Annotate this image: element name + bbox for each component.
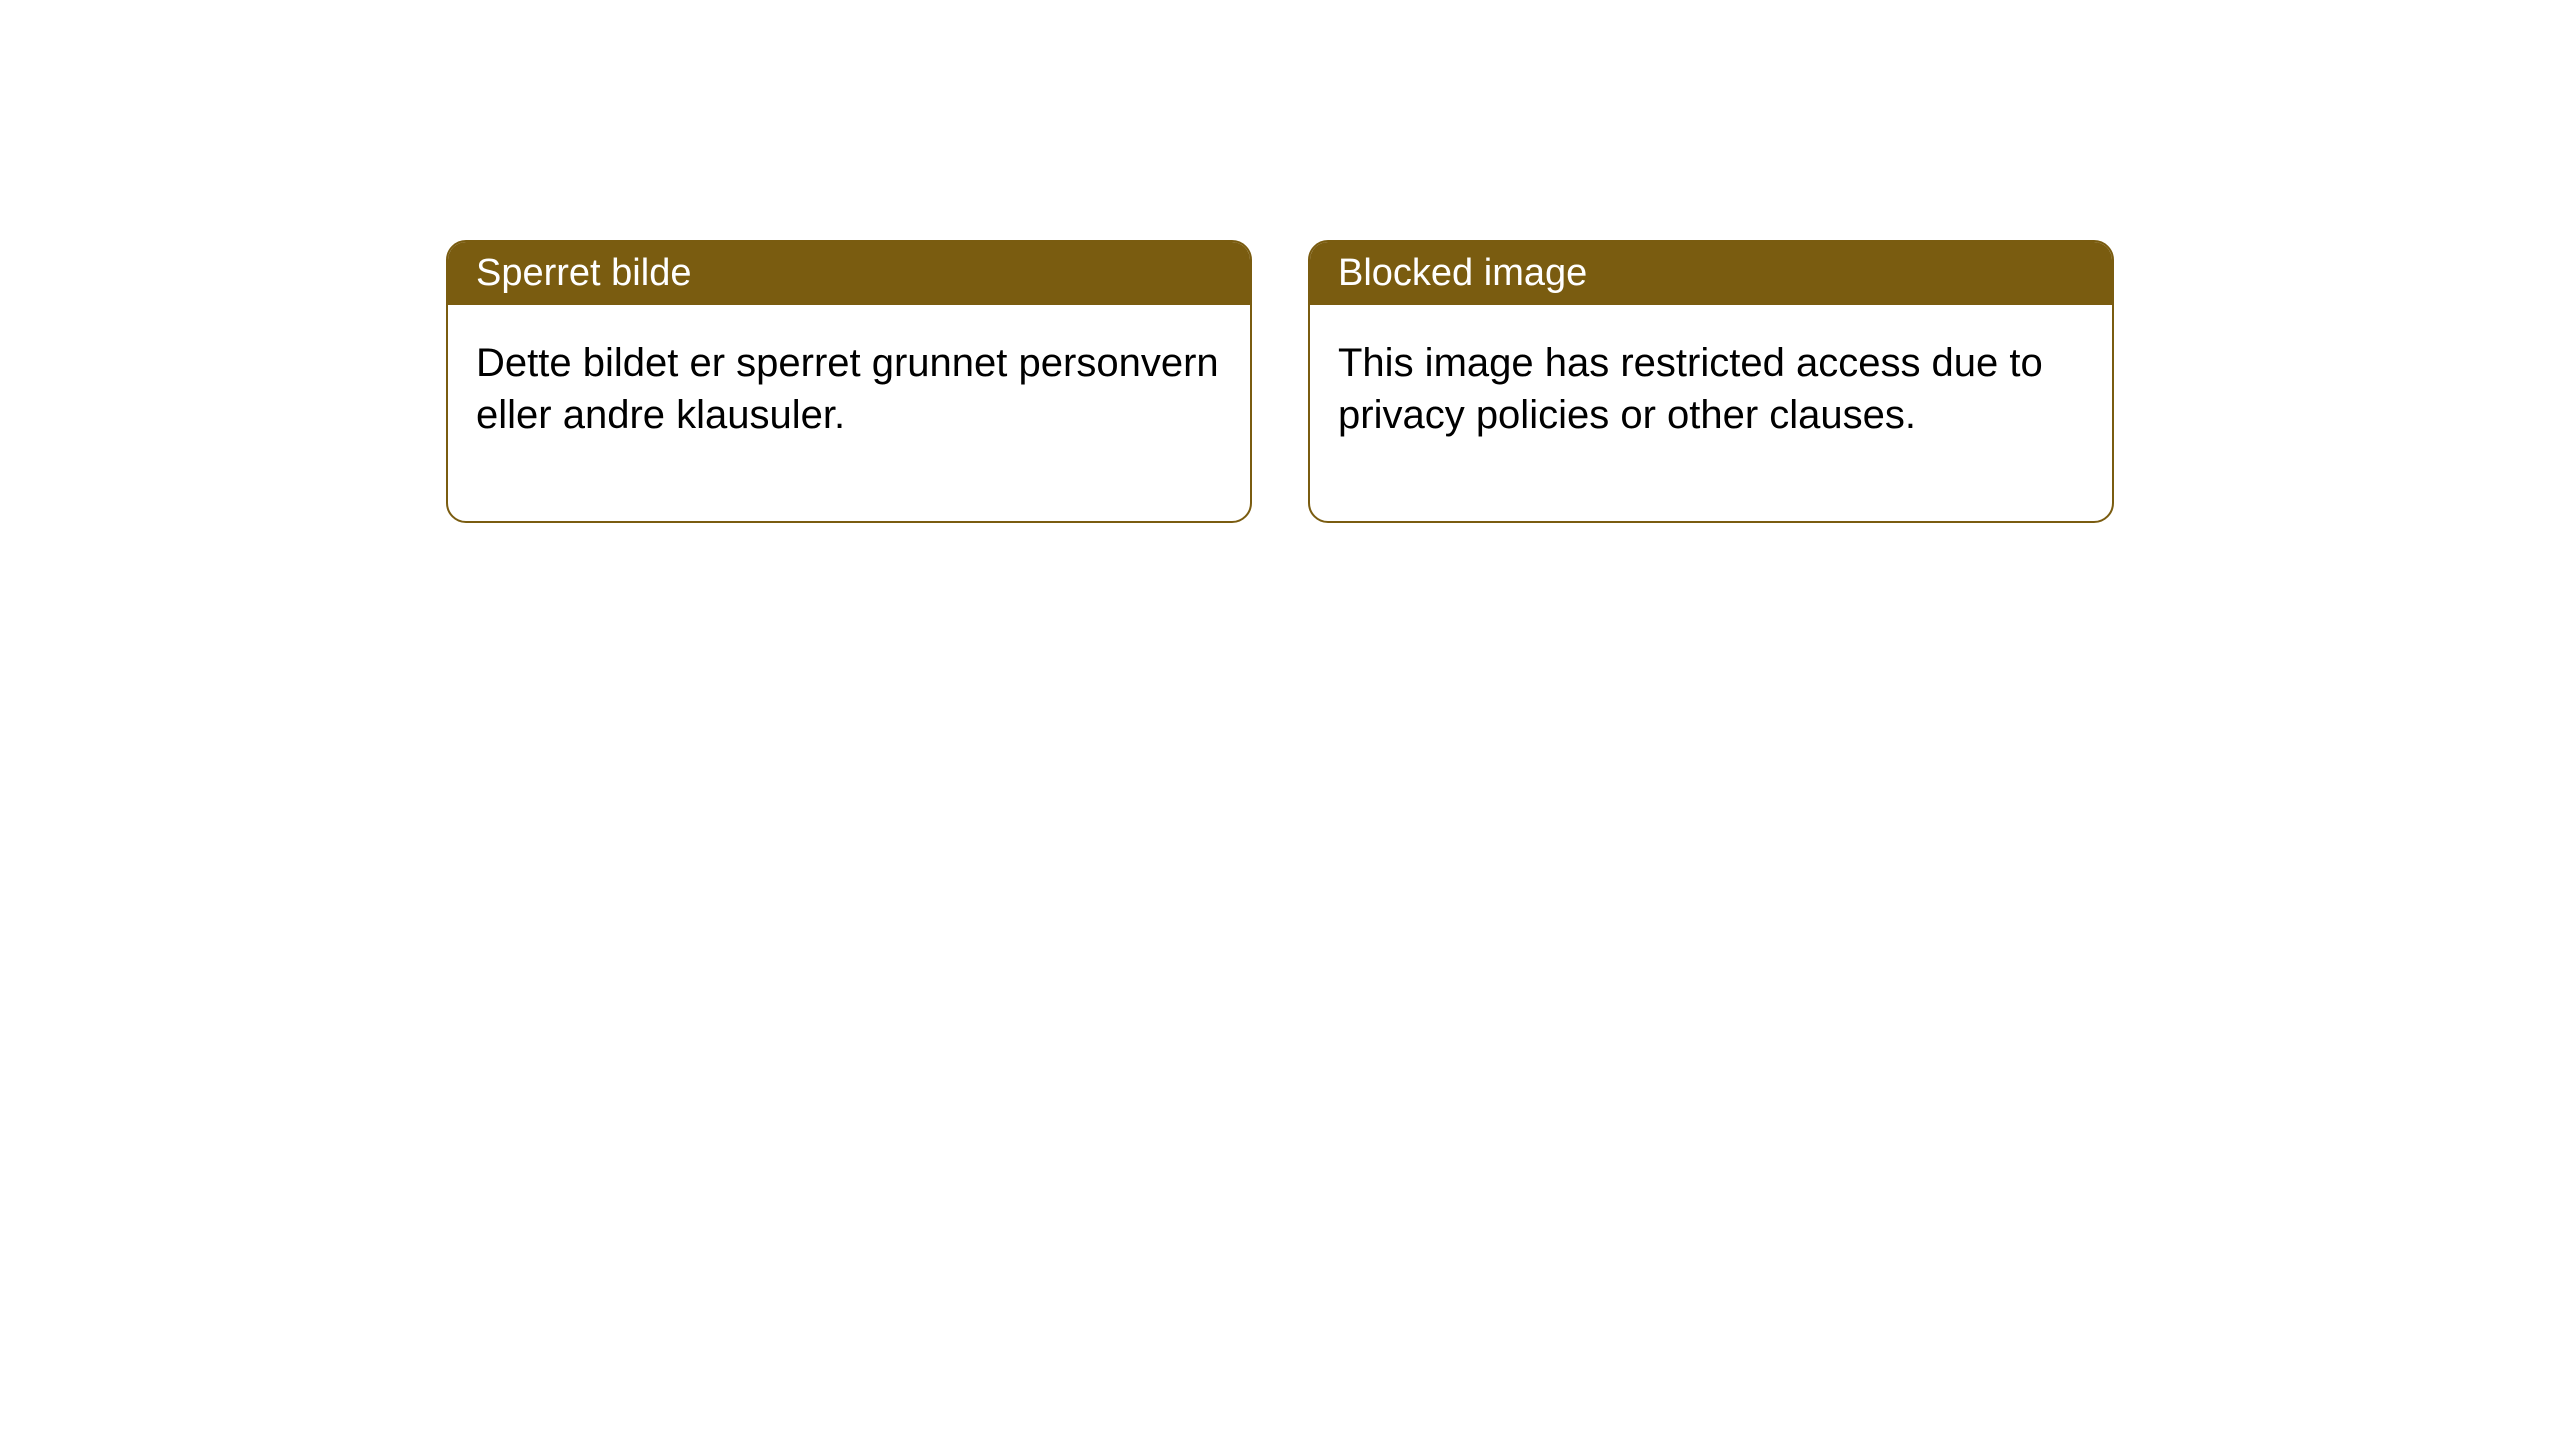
card-body-text: This image has restricted access due to … <box>1338 341 2043 437</box>
notice-card-english: Blocked image This image has restricted … <box>1308 240 2114 523</box>
card-body: Dette bildet er sperret grunnet personve… <box>448 305 1250 521</box>
card-header: Blocked image <box>1310 242 2112 305</box>
card-body-text: Dette bildet er sperret grunnet personve… <box>476 341 1219 437</box>
card-body: This image has restricted access due to … <box>1310 305 2112 521</box>
card-title: Sperret bilde <box>476 252 691 294</box>
notice-card-norwegian: Sperret bilde Dette bildet er sperret gr… <box>446 240 1252 523</box>
card-header: Sperret bilde <box>448 242 1250 305</box>
notice-cards-container: Sperret bilde Dette bildet er sperret gr… <box>446 240 2114 523</box>
card-title: Blocked image <box>1338 252 1587 294</box>
